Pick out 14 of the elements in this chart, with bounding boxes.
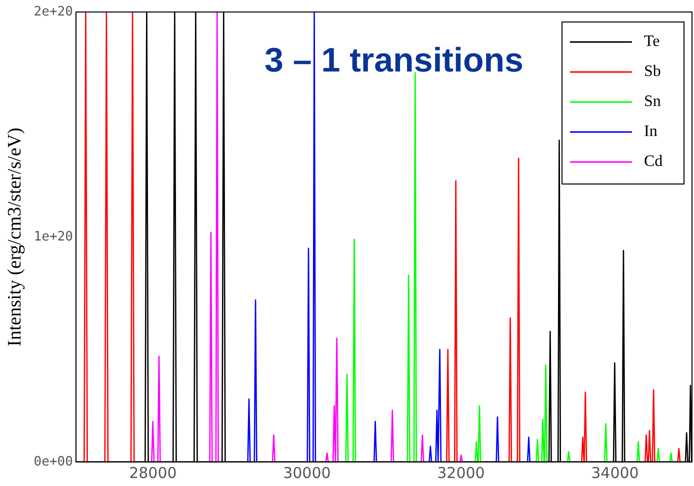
y-tick-label: 1e+20	[34, 229, 73, 244]
legend-label: Sb	[644, 63, 661, 80]
x-tick-label: 34000	[591, 464, 639, 482]
legend-label: Cd	[644, 153, 663, 170]
x-tick-label: 28000	[129, 464, 177, 482]
x-tick-label: 32000	[437, 464, 485, 482]
y-tick-label: 2e+20	[34, 4, 73, 20]
y-axis-title: Intensity (erg/cm3/ster/s/eV)	[4, 128, 26, 346]
legend-label: Te	[644, 33, 660, 50]
text: 3 – 1 transitions	[264, 41, 524, 80]
legend-label: In	[644, 123, 658, 140]
x-tick-label: 30000	[283, 464, 331, 482]
legend-label: Sn	[644, 93, 661, 110]
y-tick-label: 0e+00	[34, 454, 73, 470]
